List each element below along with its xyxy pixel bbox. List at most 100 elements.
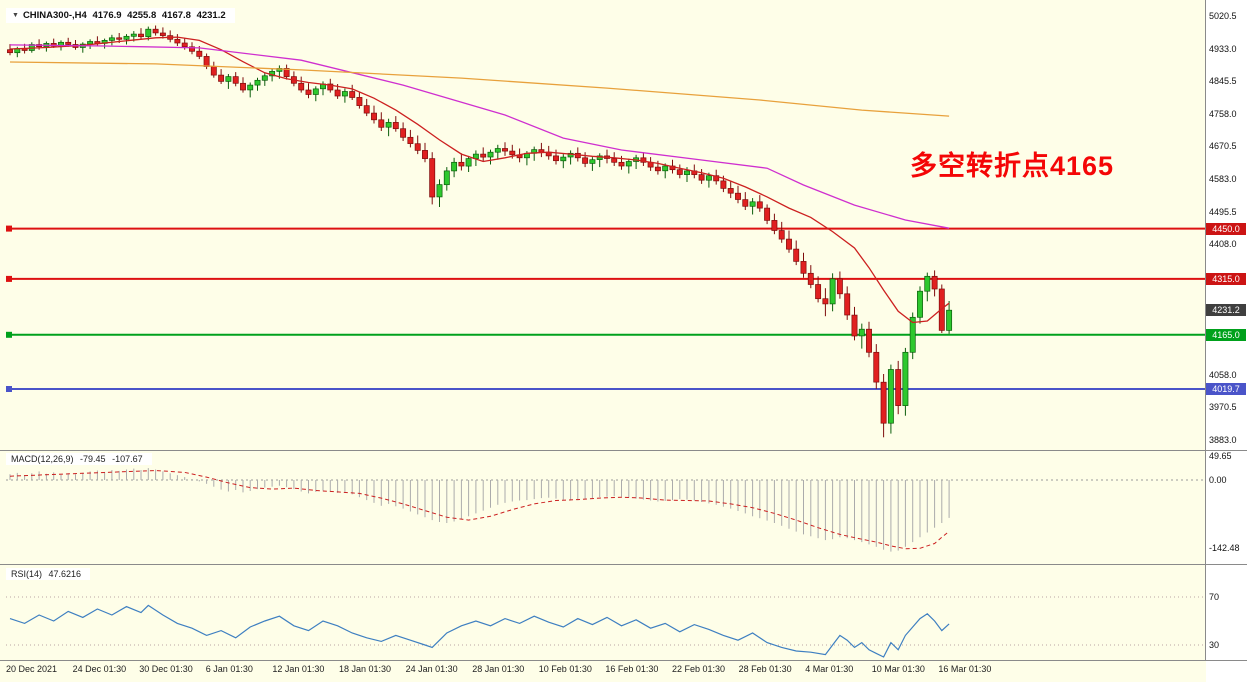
candle-body	[240, 82, 246, 91]
candles-group	[7, 25, 953, 438]
candle-body	[378, 119, 385, 128]
macd-main-value: -79.45	[80, 454, 106, 464]
candle-body	[349, 91, 356, 98]
candle-body	[159, 32, 166, 36]
candle-body	[887, 369, 894, 424]
ohlc-open: 4176.9	[92, 10, 122, 21]
candle-body	[873, 351, 880, 383]
candle-body	[553, 155, 559, 162]
date-axis-label: 28 Jan 01:30	[472, 664, 525, 674]
candle-body	[465, 158, 472, 167]
candle-body	[312, 88, 319, 95]
ohlc-high: 4255.8	[127, 10, 157, 21]
candle-body	[560, 156, 567, 162]
date-axis-label: 10 Mar 01:30	[871, 664, 925, 674]
date-axis-label: 24 Dec 01:30	[72, 664, 127, 674]
ma-fast-red-line	[9, 36, 950, 324]
candle-body	[152, 28, 159, 34]
candle-body	[611, 158, 618, 163]
candle-body	[254, 79, 261, 86]
symbol-name: CHINA300-,H4	[22, 10, 87, 21]
date-axis-label: 12 Jan 01:30	[272, 664, 325, 674]
candle-body	[851, 314, 858, 337]
rsi-line	[9, 604, 950, 658]
candle-body	[618, 161, 625, 167]
rsi-indicator-label: RSI(14) 47.6216	[6, 568, 91, 580]
candle-body	[684, 170, 690, 175]
candle-body	[232, 76, 239, 84]
candle-body	[749, 201, 756, 207]
candle-body	[451, 161, 458, 172]
candle-body	[429, 158, 436, 198]
candle-body	[363, 105, 370, 114]
candle-body	[902, 351, 909, 406]
candle-body	[764, 207, 771, 221]
date-axis: 20 Dec 2021 24 Dec 01:30 30 Dec 01:30 6 Jan…	[0, 664, 1205, 680]
candle-body	[858, 328, 865, 337]
ohlc-close: 4231.2	[196, 10, 226, 21]
candle-body	[880, 381, 887, 424]
candle-body	[210, 66, 217, 76]
hline-anchor[interactable]	[6, 275, 12, 282]
ma-slow-orange-line	[9, 61, 950, 117]
candle-body	[756, 201, 763, 209]
candle-body	[713, 175, 720, 182]
candle-body	[735, 192, 741, 200]
candle-body	[538, 149, 545, 153]
candle-body	[385, 122, 392, 128]
candle-body	[414, 143, 421, 151]
candle-body	[771, 220, 778, 231]
candle-body	[742, 199, 749, 207]
date-axis-label: 16 Feb 01:30	[605, 664, 659, 674]
symbol-header: ▼ CHINA300-,H4 4176.9 4255.8 4167.8 4231.…	[6, 8, 235, 23]
ohlc-low: 4167.8	[161, 10, 191, 21]
candle-body	[698, 174, 705, 181]
candle-body	[625, 161, 632, 167]
candle-body	[567, 152, 574, 158]
bottom-strip	[0, 682, 1247, 690]
candle-body	[341, 91, 348, 97]
candle-body	[145, 28, 152, 38]
candle-body	[938, 288, 945, 331]
candle-body	[676, 169, 683, 175]
candle-body	[807, 272, 814, 285]
ma-mid-magenta-line	[9, 44, 950, 229]
candle-body	[138, 33, 144, 38]
candle-body	[116, 37, 123, 40]
candle-body	[298, 82, 305, 91]
candle-body	[895, 369, 902, 406]
hline-anchor[interactable]	[6, 225, 12, 232]
macd-histogram	[9, 468, 950, 552]
macd-indicator-label: MACD(12,26,9) -79.45 -107.67	[6, 453, 152, 465]
candle-body	[65, 41, 72, 45]
candle-body	[509, 150, 516, 156]
hline-anchor[interactable]	[6, 331, 12, 338]
candle-body	[196, 50, 203, 57]
symbol-dropdown-icon[interactable]: ▼	[12, 12, 19, 19]
candle-body	[844, 293, 851, 316]
candle-body	[334, 89, 341, 97]
date-axis-label: 10 Feb 01:30	[538, 664, 592, 674]
candle-body	[371, 112, 377, 121]
candle-body	[261, 75, 268, 81]
candle-body	[909, 316, 916, 353]
candle-body	[589, 159, 596, 164]
candle-body	[654, 166, 661, 172]
annotation-text: 多空转折点4165	[910, 151, 1115, 181]
candle-body	[480, 153, 487, 158]
candle-body	[727, 188, 734, 194]
candle-body	[400, 128, 407, 138]
date-axis-label: 6 Jan 01:30	[205, 664, 253, 674]
rsi-name: RSI(14)	[11, 569, 43, 579]
candle-body	[443, 170, 450, 186]
macd-name: MACD(12,26,9)	[11, 454, 74, 464]
candle-body	[123, 35, 130, 40]
candle-body	[422, 150, 428, 159]
candle-body	[931, 275, 938, 290]
hline-anchor[interactable]	[6, 386, 12, 392]
date-axis-label: 22 Feb 01:30	[672, 664, 726, 674]
candle-body	[786, 238, 792, 250]
rsi-value: 47.6216	[48, 569, 82, 579]
